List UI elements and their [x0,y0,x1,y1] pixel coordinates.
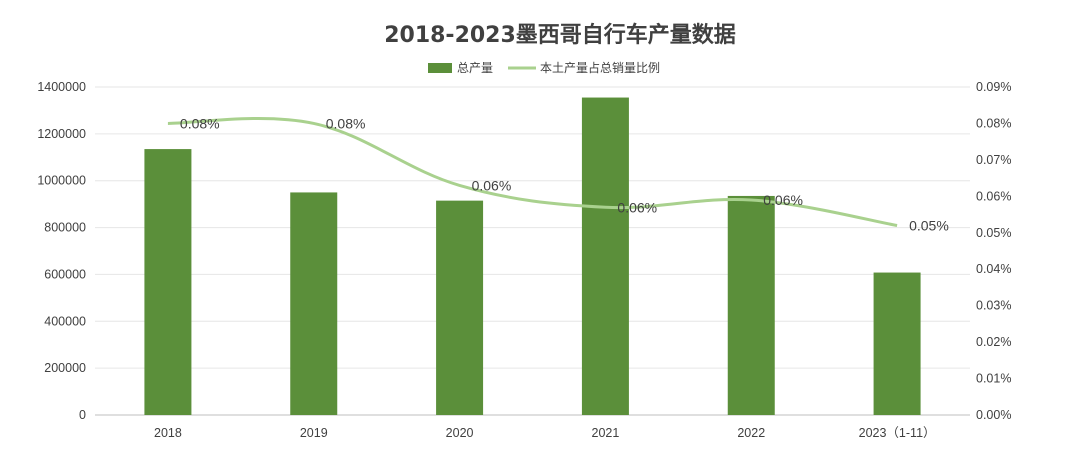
x-tick-label: 2018 [154,426,182,440]
line-data-label: 0.05% [909,217,949,233]
line-data-label: 0.06% [472,177,512,193]
bar [290,192,338,415]
x-tick-label: 2021 [592,426,620,440]
y-right-tick-label: 0.06% [976,189,1011,203]
line-data-label: 0.06% [617,199,657,215]
bar [144,149,192,416]
y-right-tick-label: 0.09% [976,80,1011,94]
y-left-tick-label: 400000 [44,314,86,328]
line-series [167,117,898,227]
y-right-tick-label: 0.08% [976,116,1011,130]
chart-title: 2018-2023墨西哥自行车产量数据 [384,22,736,48]
bar [436,200,484,415]
line-data-label: 0.06% [763,192,803,208]
y-left-tick-label: 1400000 [37,80,86,94]
y-right-tick-label: 0.04% [976,262,1011,276]
x-tick-label: 2020 [446,426,474,440]
y-left-tick-label: 1200000 [37,127,86,141]
y-right-tick-label: 0.02% [976,335,1011,349]
bar [727,195,775,415]
y-right-tick-label: 0.07% [976,153,1011,167]
bar [873,272,921,415]
legend-swatch-bar [428,63,452,73]
line-data-label: 0.08% [180,115,220,131]
y-right-tick-label: 0.01% [976,372,1011,386]
axis-ticks: 0 200000 400000 600000 800000 1000000 1200000 1… [37,80,1011,440]
x-tick-label: 2022 [737,426,765,440]
x-tick-label: 2019 [300,426,328,440]
y-left-tick-label: 600000 [44,267,86,281]
bar-series [144,97,921,416]
legend: 总产量 本土产量占总销量比例 [428,60,660,75]
gridlines [95,86,970,416]
data-labels: 0.08% 0.08% 0.06% 0.06% 0.06% 0.05% [180,115,949,233]
y-left-tick-label: 0 [79,408,86,422]
x-tick-label: 2023（1-11） [859,426,936,440]
y-right-tick-label: 0.00% [976,408,1011,422]
y-right-tick-label: 0.03% [976,299,1011,313]
y-left-tick-label: 200000 [44,361,86,375]
y-right-tick-label: 0.05% [976,226,1011,240]
ratio-line [167,117,898,227]
legend-label-line: 本土产量占总销量比例 [540,60,660,75]
line-data-label: 0.08% [326,115,366,131]
bar [581,97,629,416]
y-left-tick-label: 800000 [44,221,86,235]
legend-label-bar: 总产量 [457,61,493,75]
y-left-tick-label: 1000000 [37,174,86,188]
